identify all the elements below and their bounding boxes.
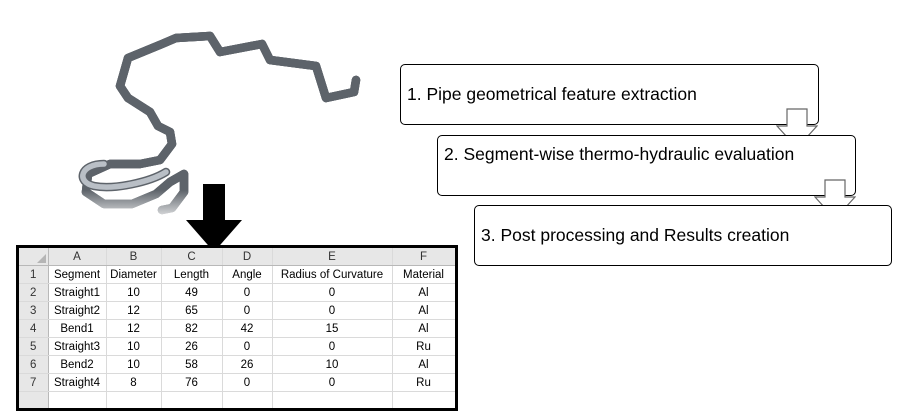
table-cell[interactable]: 0 xyxy=(222,373,273,392)
table-cell[interactable]: 12 xyxy=(106,319,162,338)
table-cell[interactable]: 0 xyxy=(272,283,393,302)
table-cell[interactable] xyxy=(161,391,223,408)
table-cell[interactable]: Straight4 xyxy=(48,373,107,392)
down-arrow-icon xyxy=(186,184,242,252)
table-cell[interactable]: Ru xyxy=(392,337,455,356)
table-cell[interactable]: Material xyxy=(392,265,455,284)
table-cell[interactable]: 12 xyxy=(106,301,162,320)
select-all-corner[interactable] xyxy=(19,248,49,266)
column-header[interactable]: E xyxy=(272,248,393,266)
step-2-box: 2. Segment-wise thermo-hydraulic evaluat… xyxy=(437,135,856,196)
row-number[interactable]: 7 xyxy=(19,373,49,392)
table-cell[interactable]: 10 xyxy=(106,337,162,356)
row-number[interactable]: 1 xyxy=(19,265,49,284)
table-cell[interactable]: Straight3 xyxy=(48,337,107,356)
table-cell[interactable] xyxy=(222,391,273,408)
table-cell[interactable]: Radius of Curvature xyxy=(272,265,393,284)
row-number[interactable]: 4 xyxy=(19,319,49,338)
table-cell[interactable]: Segment xyxy=(48,265,107,284)
column-header[interactable]: C xyxy=(161,248,223,266)
table-cell[interactable]: 10 xyxy=(106,283,162,302)
table-cell[interactable]: 0 xyxy=(272,301,393,320)
table-cell[interactable]: 0 xyxy=(222,337,273,356)
row-number[interactable]: 5 xyxy=(19,337,49,356)
table-cell[interactable]: 10 xyxy=(272,355,393,374)
table-cell[interactable]: Straight2 xyxy=(48,301,107,320)
table-cell[interactable]: Length xyxy=(161,265,223,284)
table-row: 1 Segment Diameter Length Angle Radius of Cur… xyxy=(19,265,455,284)
table-cell[interactable]: 10 xyxy=(106,355,162,374)
table-cell[interactable]: 0 xyxy=(222,283,273,302)
table-cell[interactable] xyxy=(106,391,162,408)
table-row xyxy=(19,391,455,408)
step-3-box: 3. Post processing and Results creation xyxy=(474,205,892,266)
table-cell[interactable]: 65 xyxy=(161,301,223,320)
table-cell[interactable]: 26 xyxy=(222,355,273,374)
table-cell[interactable] xyxy=(48,391,107,408)
column-header[interactable]: F xyxy=(392,248,455,266)
table-cell[interactable]: 76 xyxy=(161,373,223,392)
table-row: 6 Bend2 10 58 26 10 Al xyxy=(19,355,455,374)
table-cell[interactable]: Al xyxy=(392,319,455,338)
step-1-label: 1. Pipe geometrical feature extraction xyxy=(407,84,697,104)
table-row: 3 Straight2 12 65 0 0 Al xyxy=(19,301,455,320)
table-row: 7 Straight4 8 76 0 0 Ru xyxy=(19,373,455,392)
table-cell[interactable]: 0 xyxy=(272,373,393,392)
step-2-label: 2. Segment-wise thermo-hydraulic evaluat… xyxy=(444,144,795,164)
table-cell[interactable]: Bend1 xyxy=(48,319,107,338)
table-row: 5 Straight3 10 26 0 0 Ru xyxy=(19,337,455,356)
table-cell[interactable]: Diameter xyxy=(106,265,162,284)
table-row: 4 Bend1 12 82 42 15 Al xyxy=(19,319,455,338)
table-cell[interactable]: Straight1 xyxy=(48,283,107,302)
table-cell[interactable]: 0 xyxy=(222,301,273,320)
table-cell[interactable]: Angle xyxy=(222,265,273,284)
table-cell[interactable]: Al xyxy=(392,283,455,302)
column-header-row: A B C D E F xyxy=(19,248,455,266)
table-cell[interactable] xyxy=(272,391,393,408)
pipe-3d-model xyxy=(70,31,361,224)
table-row: 2 Straight1 10 49 0 0 Al xyxy=(19,283,455,302)
table-cell[interactable]: Al xyxy=(392,301,455,320)
column-header[interactable]: D xyxy=(222,248,273,266)
table-cell[interactable]: 82 xyxy=(161,319,223,338)
row-number[interactable]: 3 xyxy=(19,301,49,320)
table-cell[interactable]: Al xyxy=(392,355,455,374)
table-cell[interactable]: 0 xyxy=(272,337,393,356)
table-cell[interactable]: 42 xyxy=(222,319,273,338)
column-header[interactable]: A xyxy=(48,248,107,266)
corner-triangle-icon xyxy=(36,254,46,263)
row-number[interactable]: 2 xyxy=(19,283,49,302)
step-1-box: 1. Pipe geometrical feature extraction xyxy=(400,64,819,125)
table-cell[interactable]: 8 xyxy=(106,373,162,392)
column-header[interactable]: B xyxy=(106,248,162,266)
step-3-label: 3. Post processing and Results creation xyxy=(481,225,790,245)
row-number[interactable]: 6 xyxy=(19,355,49,374)
table-cell[interactable]: Bend2 xyxy=(48,355,107,374)
table-cell[interactable]: 58 xyxy=(161,355,223,374)
table-cell[interactable]: 15 xyxy=(272,319,393,338)
table-cell[interactable]: 26 xyxy=(161,337,223,356)
spreadsheet-table: A B C D E F 1 Segment Diameter Length Angle R… xyxy=(16,245,458,411)
table-cell[interactable]: Ru xyxy=(392,373,455,392)
table-cell[interactable]: 49 xyxy=(161,283,223,302)
table-cell[interactable] xyxy=(392,391,455,408)
row-number[interactable] xyxy=(19,391,49,408)
